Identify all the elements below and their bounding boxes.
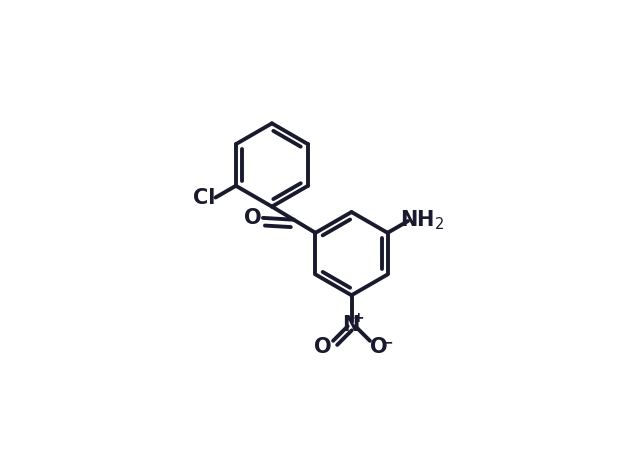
Text: NH$_2$: NH$_2$ bbox=[400, 208, 445, 232]
Text: O: O bbox=[370, 337, 387, 357]
Text: O: O bbox=[314, 337, 332, 357]
Text: N: N bbox=[342, 315, 360, 335]
Text: O: O bbox=[244, 208, 262, 228]
Text: −: − bbox=[381, 336, 393, 350]
Text: Cl: Cl bbox=[193, 188, 216, 208]
Text: +: + bbox=[353, 311, 365, 325]
